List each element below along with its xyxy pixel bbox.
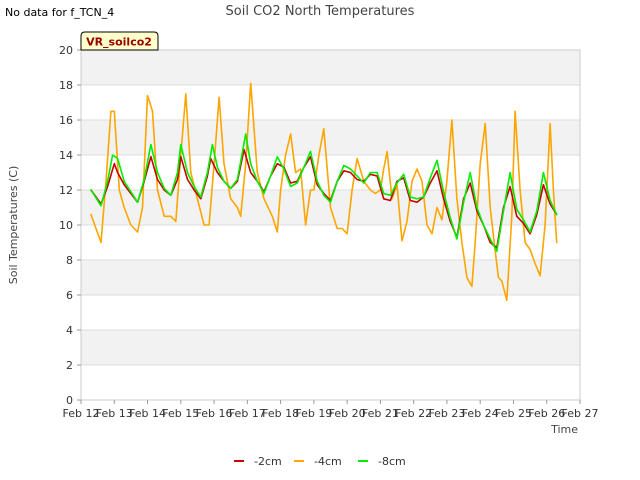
y-axis-ticks: 0 2 4 6 8 10 12 14 16 18 20 — [59, 44, 81, 407]
y-axis-label: Soil Temperatures (C) — [7, 166, 20, 285]
annotation-label: VR_soilco2 — [86, 36, 152, 49]
background-band — [81, 365, 580, 400]
series-line-minus-8cm — [90, 133, 558, 253]
x-tick-label: Feb 19 — [295, 407, 332, 420]
x-tick-label: Feb 25 — [495, 407, 532, 420]
series-line-minus-4cm — [90, 82, 558, 302]
x-tick-label: Feb 17 — [229, 407, 266, 420]
x-tick-label: Feb 20 — [329, 407, 366, 420]
x-tick-label: Feb 14 — [129, 407, 166, 420]
background-band — [81, 155, 580, 190]
y-tick-label: 2 — [66, 359, 73, 372]
x-tick-label: Feb 22 — [395, 407, 432, 420]
x-tick-label: Feb 16 — [196, 407, 233, 420]
legend-label: -4cm — [314, 455, 342, 468]
x-tick-label: Feb 18 — [262, 407, 299, 420]
annotation-box: VR_soilco2 — [80, 31, 159, 51]
legend-label: -2cm — [254, 455, 282, 468]
y-tick-label: 6 — [66, 289, 73, 302]
x-tick-label: Feb 23 — [428, 407, 465, 420]
legend: -2cm -4cm -8cm — [234, 455, 406, 468]
y-tick-label: 20 — [59, 44, 73, 57]
y-tick-label: 10 — [59, 219, 73, 232]
x-tick-label: Feb 27 — [562, 407, 599, 420]
background-band — [81, 120, 580, 155]
x-tick-label: Feb 21 — [362, 407, 399, 420]
y-tick-label: 0 — [66, 394, 73, 407]
series-lines — [90, 82, 558, 302]
background-band — [81, 50, 580, 85]
y-tick-label: 4 — [66, 324, 73, 337]
x-axis-label: Time — [550, 423, 578, 436]
y-tick-label: 12 — [59, 184, 73, 197]
chart-title: Soil CO2 North Temperatures — [226, 4, 415, 19]
y-tick-label: 18 — [59, 79, 73, 92]
x-tick-label: Feb 12 — [63, 407, 100, 420]
no-data-note: No data for f_TCN_4 — [5, 6, 115, 19]
x-tick-label: Feb 26 — [528, 407, 565, 420]
x-tick-label: Feb 13 — [96, 407, 133, 420]
background-band — [81, 85, 580, 120]
plot-background-bands — [81, 50, 580, 400]
x-tick-label: Feb 15 — [162, 407, 199, 420]
y-tick-label: 8 — [66, 254, 73, 267]
background-band — [81, 295, 580, 330]
legend-label: -8cm — [378, 455, 406, 468]
background-band — [81, 330, 580, 365]
y-tick-label: 14 — [59, 149, 73, 162]
x-tick-label: Feb 24 — [462, 407, 499, 420]
background-band — [81, 225, 580, 260]
y-tick-label: 16 — [59, 114, 73, 127]
background-band — [81, 260, 580, 295]
